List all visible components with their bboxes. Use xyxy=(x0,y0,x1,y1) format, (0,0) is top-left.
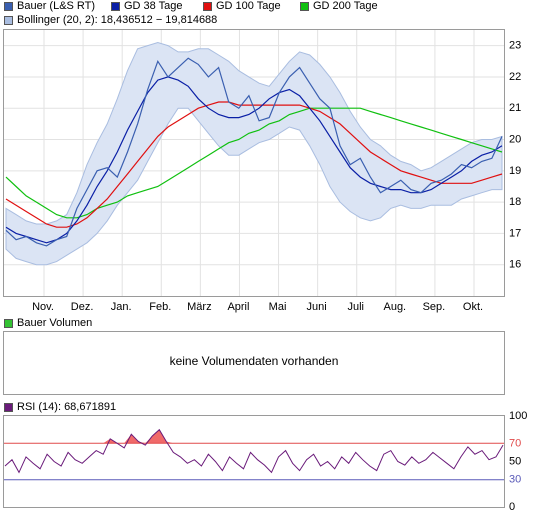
rsi-line xyxy=(4,428,504,474)
legend-swatch-rsi xyxy=(4,402,13,412)
legend-item-bollinger: Bollinger (20, 2): 18,436512 − 19,814688 xyxy=(4,14,217,26)
price-y-tick-label: 20 xyxy=(509,134,521,146)
rsi-y-tick-label: 50 xyxy=(509,456,521,468)
price-x-tick-label: Feb. xyxy=(149,301,171,313)
price-x-tick-label: Dez. xyxy=(71,301,94,313)
legend-swatch xyxy=(300,1,309,11)
price-x-tick-label: Okt. xyxy=(463,301,483,313)
price-y-tick-label: 21 xyxy=(509,102,521,114)
rsi-y-tick-label: 30 xyxy=(509,474,521,486)
price-x-tick-label: Mai xyxy=(269,301,287,313)
legend-item-gd38: GD 38 Tage xyxy=(111,0,183,12)
legend-swatch xyxy=(111,1,120,11)
price-y-tick-label: 16 xyxy=(509,259,521,271)
rsi-y-tick-label: 100 xyxy=(509,411,527,422)
legend-label: GD 200 Tage xyxy=(313,0,378,12)
legend-swatch xyxy=(203,1,212,11)
legend-item-gd100: GD 100 Tage xyxy=(203,0,281,12)
price-y-axis: 16 17 18 19 20 21 22 23 xyxy=(509,40,521,271)
legend-swatch xyxy=(4,15,13,25)
price-x-tick-label: Juli xyxy=(347,301,364,313)
price-x-tick-label: April xyxy=(227,301,249,313)
price-y-tick-label: 23 xyxy=(509,40,521,52)
legend-label: GD 38 Tage xyxy=(124,0,183,12)
legend-item-gd200: GD 200 Tage xyxy=(300,0,378,12)
rsi-y-tick-label: 70 xyxy=(509,437,521,449)
price-x-tick-label: Juni xyxy=(307,301,327,313)
price-x-axis: Nov. Dez. Jan. Feb. März April Mai Juni Juli Aug.… xyxy=(32,301,483,313)
price-y-tick-label: 22 xyxy=(509,71,521,83)
rsi-panel xyxy=(3,415,505,508)
legend-label-rsi: RSI (14): 68,671891 xyxy=(17,401,117,413)
price-chart xyxy=(4,30,504,296)
price-x-tick-label: Aug. xyxy=(383,301,406,313)
rsi-y-tick-label: 0 xyxy=(509,501,515,511)
legend-swatch xyxy=(4,1,13,11)
rsi-y-axis: 100 70 50 30 0 xyxy=(509,411,527,511)
rsi-chart xyxy=(4,428,504,481)
bollinger-band xyxy=(5,41,503,266)
price-y-tick-label: 17 xyxy=(509,227,521,239)
price-y-tick-label: 18 xyxy=(509,196,521,208)
legend-label: Bauer (L&S RT) xyxy=(17,0,96,12)
gd200-line xyxy=(5,107,503,219)
gd100-line xyxy=(5,101,503,228)
rsi-overbought-fill xyxy=(5,429,503,444)
volume-panel: keine Volumendaten vorhanden xyxy=(3,331,505,395)
price-x-tick-label: Jan. xyxy=(111,301,132,313)
legend-item-volume: Bauer Volumen xyxy=(4,317,92,329)
legend-label-volume: Bauer Volumen xyxy=(17,317,93,329)
price-y-tick-label: 19 xyxy=(509,165,521,177)
legend-label: GD 100 Tage xyxy=(216,0,281,12)
price-x-tick-label: März xyxy=(187,301,211,313)
price-grid xyxy=(4,30,504,296)
price-x-tick-label: Sep. xyxy=(423,301,446,313)
legend-label: Bollinger (20, 2): 18,436512 − 19,814688 xyxy=(17,14,218,26)
volume-empty-message: keine Volumendaten vorhanden xyxy=(169,354,339,368)
price-line xyxy=(5,57,503,247)
legend-item-rsi: RSI (14): 68,671891 xyxy=(4,401,116,413)
legend-swatch-volume xyxy=(4,318,13,328)
price-chart-panel xyxy=(3,29,505,297)
legend-item-bauer: Bauer (L&S RT) xyxy=(4,0,95,12)
price-x-tick-label: Nov. xyxy=(32,301,54,313)
